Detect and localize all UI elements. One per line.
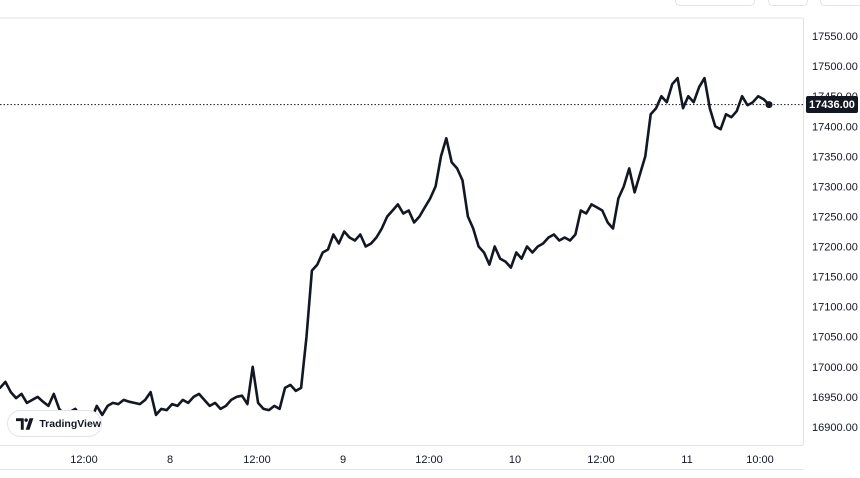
tradingview-logo-icon — [16, 417, 34, 430]
y-tick-label: 17350.00 — [812, 151, 858, 163]
x-tick-label: 12:00 — [70, 454, 98, 466]
x-tick-label: 12:00 — [243, 454, 271, 466]
x-tick-label: 12:00 — [415, 454, 443, 466]
toolbar-button[interactable] — [820, 0, 860, 6]
y-tick-label: 17550.00 — [812, 31, 858, 43]
x-tick-label: 10:00 — [746, 454, 774, 466]
y-tick-label: 17200.00 — [812, 242, 858, 254]
y-tick-label: 17250.00 — [812, 211, 858, 223]
y-tick-label: 17300.00 — [812, 181, 858, 193]
y-tick-label: 17150.00 — [812, 272, 858, 284]
last-price-dot — [765, 101, 773, 109]
y-tick-label: 17100.00 — [812, 302, 858, 314]
toolbar-button[interactable] — [675, 0, 755, 6]
price-series-line — [0, 76, 771, 422]
y-tick-label: 17050.00 — [812, 332, 858, 344]
y-tick-label: 17400.00 — [812, 121, 858, 133]
logo-text: TradingView — [39, 417, 101, 430]
y-tick-label: 16950.00 — [812, 392, 858, 404]
x-tick-label: 9 — [340, 454, 346, 466]
y-tick-label: 17500.00 — [812, 61, 858, 73]
last-price-label: 17436.00 — [806, 96, 858, 114]
x-tick-label: 11 — [681, 454, 692, 466]
tradingview-logo[interactable]: TradingView — [7, 410, 102, 437]
x-tick-label: 10 — [509, 454, 521, 466]
y-tick-label: 16900.00 — [812, 422, 858, 434]
x-tick-label: 12:00 — [587, 454, 615, 466]
y-tick-label: 17000.00 — [812, 362, 858, 374]
x-tick-label: 8 — [167, 454, 173, 466]
toolbar-button[interactable] — [768, 0, 808, 6]
